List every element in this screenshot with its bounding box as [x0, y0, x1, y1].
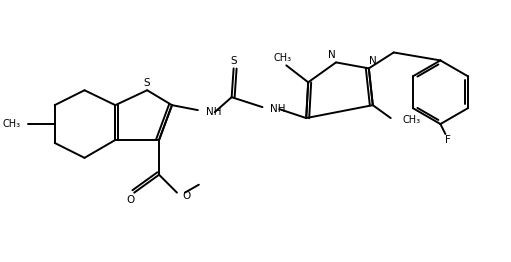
Text: NH: NH	[206, 107, 221, 117]
Text: NH: NH	[270, 104, 286, 114]
Text: N: N	[328, 51, 336, 61]
Text: CH₃: CH₃	[3, 119, 21, 129]
Text: N: N	[369, 56, 377, 66]
Text: F: F	[446, 135, 451, 145]
Text: CH₃: CH₃	[403, 115, 421, 125]
Text: O: O	[182, 191, 190, 201]
Text: S: S	[144, 78, 150, 88]
Text: O: O	[126, 195, 134, 205]
Text: CH₃: CH₃	[273, 53, 291, 63]
Text: S: S	[230, 56, 237, 66]
